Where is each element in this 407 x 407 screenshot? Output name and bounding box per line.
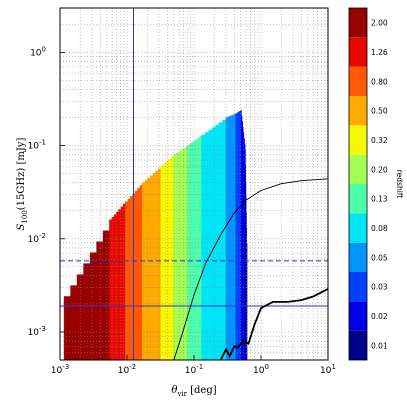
colorbar-tick-label: 0.20 <box>371 165 388 174</box>
colorbar-segment <box>349 213 367 243</box>
colorbar-segment <box>349 8 367 38</box>
colorbar-tick-label: 0.01 <box>371 341 388 350</box>
colorbar-segment <box>349 37 367 67</box>
colorbar-segment <box>349 330 367 360</box>
contour-band-z-0.03 <box>235 110 242 361</box>
thick-curve <box>219 288 329 361</box>
colorbar-segment <box>349 272 367 302</box>
y-tick-label: 10-2 <box>28 232 46 245</box>
reference-lines <box>60 8 328 360</box>
colorbar-label: redshift <box>395 170 404 199</box>
curves <box>173 178 329 361</box>
colorbar-tick-label: 0.13 <box>371 195 388 204</box>
colorbar-segment <box>349 125 367 155</box>
colorbar-segment <box>349 66 367 96</box>
x-tick-label: 10-1 <box>185 363 203 376</box>
x-tick-label: 101 <box>320 363 336 376</box>
y-tick-label: 10-1 <box>28 139 46 152</box>
colorbar-tick-label: 1.26 <box>371 48 388 57</box>
colorbar-segment <box>349 301 367 331</box>
x-tick-label: 10-3 <box>51 363 69 376</box>
colorbar-tick-label: 2.00 <box>371 19 388 28</box>
y-tick-label: 10-3 <box>28 325 46 338</box>
colorbar-segment <box>349 242 367 272</box>
contour-band-z-0.13 <box>187 135 202 361</box>
thin-curve <box>173 178 329 361</box>
colorbar-segment <box>349 96 367 126</box>
colorbar-tick-label: 0.80 <box>371 77 388 86</box>
x-axis: 10-3 10-2 10-1 100 101 <box>51 355 336 376</box>
contour-band-z-0.20 <box>173 145 188 361</box>
y-axis: 10-3 10-2 10-1 100 <box>28 45 65 338</box>
colorbar-segment <box>349 154 367 184</box>
colorbar-tick-label: 0.02 <box>371 312 388 321</box>
contour-band-z-0.50 <box>142 166 162 361</box>
colorbar-segment <box>349 184 367 214</box>
colorbar-frame <box>348 7 368 361</box>
y-tick-label: 100 <box>30 45 46 58</box>
x-tick-label: 10-2 <box>118 363 136 376</box>
colorbar-tick-label: 0.08 <box>371 224 388 233</box>
y-axis-label: S100(15GHz) [mJy] <box>16 137 29 230</box>
colorbar: 0.01 0.02 0.03 0.05 0.08 0.13 0.20 0.32 0.50 0.80… <box>348 7 388 361</box>
colorbar-tick-label: 0.50 <box>371 107 388 116</box>
contour-band-z-0.02 <box>240 109 246 361</box>
colorbar-tick-label: 0.05 <box>371 253 388 262</box>
x-axis-label: θvir [deg] <box>171 385 216 398</box>
colorbar-tick-label: 0.03 <box>371 283 388 292</box>
x-tick-label: 100 <box>253 363 269 376</box>
colorbar-tick-label: 0.32 <box>371 136 388 145</box>
